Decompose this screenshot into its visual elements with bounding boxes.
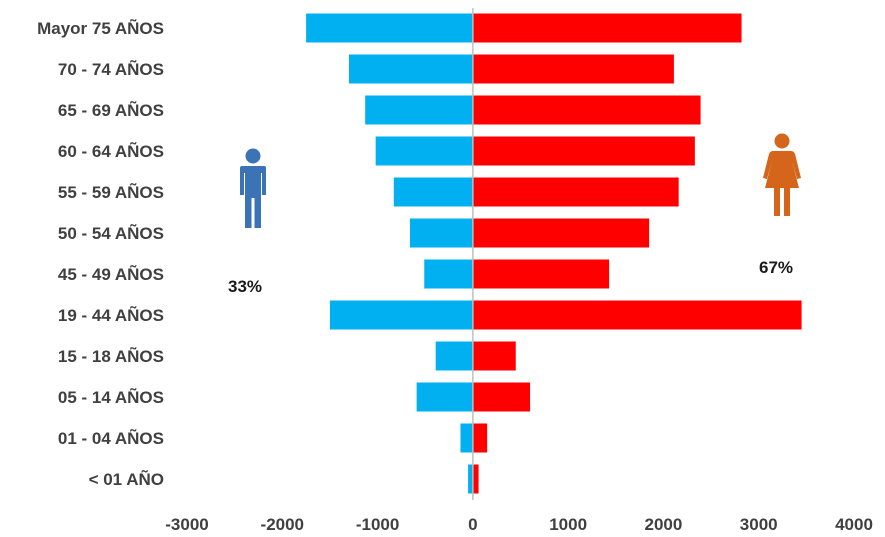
male-bar-0	[306, 13, 473, 43]
x-tick-label: -2000	[261, 515, 304, 534]
x-tick-label: 4000	[835, 515, 873, 534]
category-label: Mayor 75 AÑOS	[37, 18, 164, 38]
female-bar-8	[472, 341, 516, 371]
male-bar-5	[409, 218, 473, 248]
x-tick-label: -3000	[165, 515, 208, 534]
male-bar-11	[468, 464, 473, 494]
category-label: < 01 AÑO	[89, 469, 164, 489]
female-bar-0	[472, 13, 742, 43]
female-bar-7	[472, 300, 802, 330]
female-bar-9	[472, 382, 531, 412]
female-bar-6	[472, 259, 610, 289]
female-bar-4	[472, 177, 679, 207]
male-bar-10	[460, 423, 473, 453]
male-bar-1	[348, 54, 473, 84]
category-label: 70 - 74 AÑOS	[58, 59, 164, 79]
x-tick-label: 3000	[740, 515, 778, 534]
female-percent-label: 67%	[759, 258, 793, 277]
male-person-icon	[240, 148, 266, 228]
male-bar-8	[435, 341, 473, 371]
x-tick-label: 1000	[549, 515, 587, 534]
category-label: 55 - 59 AÑOS	[58, 182, 164, 202]
male-bar-3	[375, 136, 473, 166]
female-bar-2	[472, 95, 701, 125]
category-label: 65 - 69 AÑOS	[58, 100, 164, 120]
x-tick-label: 2000	[645, 515, 683, 534]
female-bar-3	[472, 136, 695, 166]
female-bar-11	[472, 464, 479, 494]
x-tick-label: 0	[468, 515, 477, 534]
category-label: 60 - 64 AÑOS	[58, 141, 164, 161]
category-label: 50 - 54 AÑOS	[58, 223, 164, 243]
category-label: 15 - 18 AÑOS	[58, 346, 164, 366]
male-bar-6	[424, 259, 473, 289]
male-bar-4	[393, 177, 473, 207]
female-bar-5	[472, 218, 650, 248]
category-label: 19 - 44 AÑOS	[58, 305, 164, 325]
female-person-icon	[763, 133, 801, 216]
x-tick-label: -1000	[356, 515, 399, 534]
category-label: 05 - 14 AÑOS	[58, 387, 164, 407]
male-percent-label: 33%	[228, 277, 262, 296]
category-labels: Mayor 75 AÑOS 70 - 74 AÑOS 65 - 69 AÑOS 60 …	[37, 18, 164, 489]
male-bar-2	[365, 95, 473, 125]
female-bar-1	[472, 54, 674, 84]
category-label: 01 - 04 AÑOS	[58, 428, 164, 448]
female-bar-10	[472, 423, 488, 453]
male-bar-7	[329, 300, 473, 330]
category-label: 45 - 49 AÑOS	[58, 264, 164, 284]
x-axis-ticks: -3000 -2000 -1000 0 1000 2000 3000 4000	[165, 515, 873, 534]
bars-layer	[306, 13, 802, 494]
male-bar-9	[416, 382, 473, 412]
